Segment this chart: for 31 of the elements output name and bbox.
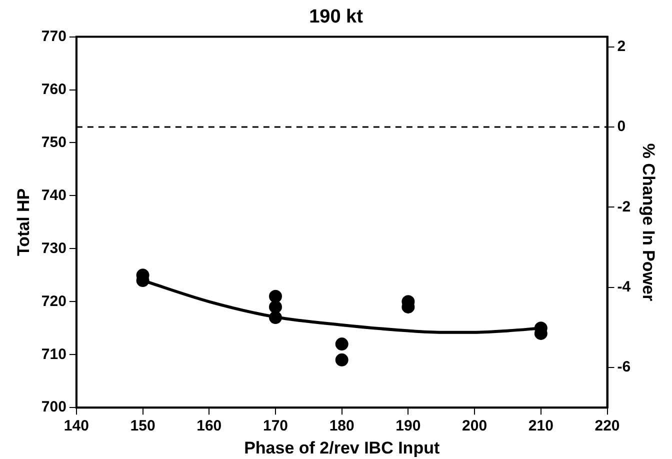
y-tick-label: 770 (41, 28, 66, 45)
point (335, 353, 348, 366)
y-tick-label: 730 (41, 240, 66, 257)
y2-tick-label: 0 (617, 118, 626, 136)
y2-tick-label: 2 (617, 38, 626, 55)
x-axis-title: Phase of 2/rev IBC Input (244, 438, 440, 458)
x-tick-label: 210 (528, 418, 554, 435)
point (268, 311, 282, 324)
x-tick-label: 140 (64, 418, 89, 435)
y-tick-label: 760 (41, 80, 66, 98)
point (268, 290, 282, 303)
x-tick-label: 170 (262, 418, 288, 435)
y-tick-label: 750 (41, 134, 66, 151)
x-tick-label: 150 (130, 418, 156, 435)
x-tick-label: 160 (196, 418, 222, 435)
point (335, 338, 348, 351)
y-tick-label: 700 (41, 398, 66, 416)
x-tick-label: 180 (329, 418, 354, 435)
y-axis-title: Total HP (14, 188, 33, 256)
chart-title: 190 kt (309, 6, 364, 28)
y-tick-label: 710 (41, 346, 66, 363)
y2-axis-title: % Change In Power (639, 143, 658, 302)
point (268, 300, 282, 314)
y-tick-label: 740 (41, 186, 66, 204)
y2-tick-label: -2 (617, 198, 631, 216)
x-tick-label: 190 (396, 418, 421, 435)
x-tick-label: 200 (462, 418, 488, 435)
y-tick-label: 720 (41, 292, 66, 310)
y2-tick-label: -6 (617, 358, 631, 376)
y2-tick-label: -4 (617, 278, 632, 296)
x-tick-label: 220 (594, 418, 620, 435)
